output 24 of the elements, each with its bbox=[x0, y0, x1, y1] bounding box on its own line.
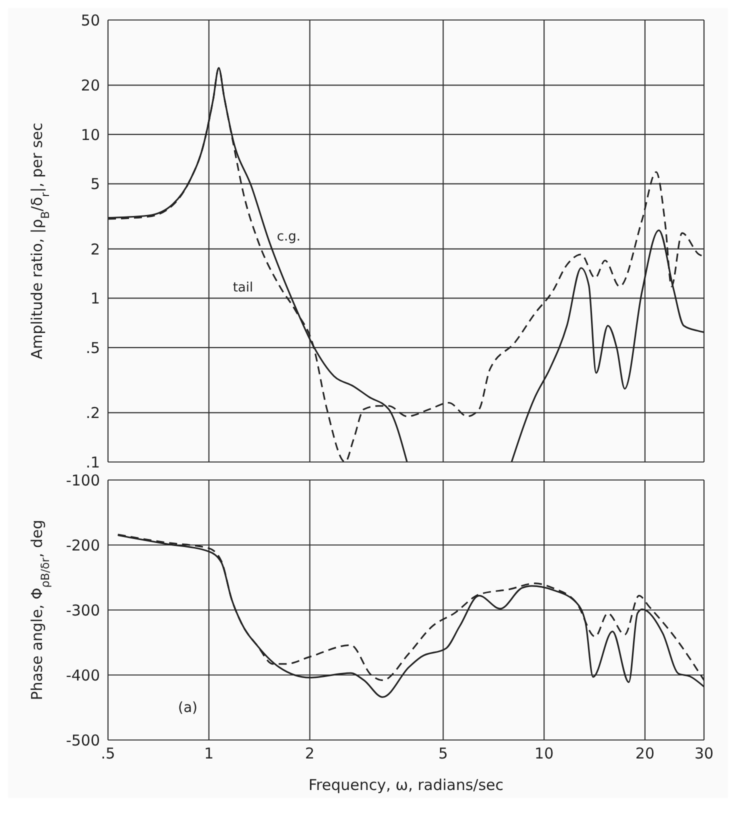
series-label: c.g. bbox=[276, 230, 301, 245]
y-tick-label: 50 bbox=[80, 11, 100, 30]
x-tick-label: 10 bbox=[534, 744, 554, 763]
y-tick-label: 20 bbox=[80, 76, 100, 94]
x-tick-label: 20 bbox=[635, 744, 655, 763]
x-axis-title: Frequency, ω, radians/sec bbox=[308, 776, 504, 794]
y-tick-label: 1 bbox=[90, 290, 100, 308]
y-tick-label: .2 bbox=[86, 404, 100, 422]
y-tick-label: 10 bbox=[80, 126, 100, 144]
y-tick-label: -500 bbox=[66, 731, 100, 750]
x-tick-label: 1 bbox=[204, 744, 214, 763]
y-tick-label: -200 bbox=[66, 536, 100, 554]
y-tick-label: 5 bbox=[90, 175, 100, 194]
y-tick-label: -400 bbox=[66, 666, 100, 684]
series-label: tail bbox=[232, 280, 254, 296]
x-tick-label: 2 bbox=[305, 744, 315, 763]
annotation: (a) bbox=[178, 700, 198, 716]
y-tick-label: .5 bbox=[86, 338, 100, 357]
y-tick-label: .1 bbox=[86, 453, 100, 472]
x-tick-label: 5 bbox=[438, 744, 448, 763]
y-tick-label: -100 bbox=[66, 471, 100, 490]
y-tick-label: 2 bbox=[90, 240, 100, 258]
x-tick-label: 30 bbox=[694, 744, 714, 763]
y-tick-label: -300 bbox=[66, 601, 100, 620]
